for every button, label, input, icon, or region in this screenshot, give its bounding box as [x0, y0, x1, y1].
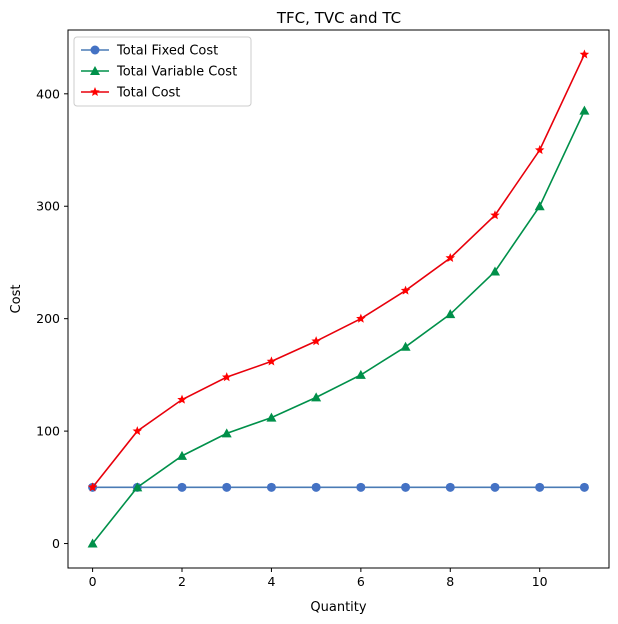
data-point: [266, 482, 276, 492]
y-tick-label: 0: [52, 536, 60, 551]
legend-item: Total Variable Cost: [81, 65, 237, 80]
data-point: [445, 482, 455, 492]
data-point: [311, 392, 322, 402]
data-point: [401, 482, 411, 492]
x-axis-label: Quantity: [310, 600, 366, 615]
data-point: [221, 372, 232, 382]
legend-label: Total Variable Cost: [116, 65, 237, 80]
series-1: [88, 482, 589, 492]
legend-swatch-marker: [90, 87, 100, 97]
y-tick-label: 100: [36, 424, 60, 439]
legend-label: Total Cost: [116, 86, 180, 101]
chart-title: TFC, TVC and TC: [276, 9, 401, 27]
y-tick-label: 300: [36, 199, 60, 214]
data-point: [221, 428, 232, 438]
x-tick-label: 10: [532, 574, 548, 589]
legend-box: [73, 36, 252, 107]
data-point: [266, 412, 277, 422]
data-point: [356, 482, 366, 492]
y-axis-label: Cost: [9, 285, 24, 314]
x-tick-label: 0: [89, 574, 97, 589]
data-point: [535, 482, 545, 492]
data-point: [445, 252, 456, 263]
x-tick-label: 6: [357, 574, 365, 589]
data-point: [445, 309, 456, 319]
data-point: [87, 538, 98, 548]
data-point: [177, 394, 187, 404]
x-tick-label: 4: [267, 574, 275, 589]
data-point: [177, 450, 188, 460]
data-point: [579, 49, 590, 59]
series-line: [91, 54, 586, 488]
x-tick-label: 2: [178, 574, 186, 589]
data-point: [400, 285, 411, 295]
legend-label: Total Fixed Cost: [116, 44, 218, 59]
data-point: [489, 266, 500, 276]
x-tick-label: 8: [446, 574, 454, 589]
legend-item: Total Fixed Cost: [81, 44, 218, 59]
data-point: [132, 426, 143, 436]
legend-item: Total Cost: [81, 86, 180, 101]
data-point: [311, 482, 321, 492]
legend: Total Fixed Cost Total Variable Cost Total…: [73, 36, 252, 107]
data-point: [355, 369, 366, 379]
data-point: [87, 482, 98, 492]
y-tick-label: 400: [36, 86, 60, 101]
series-line: [91, 110, 586, 545]
data-point: [579, 105, 590, 115]
y-tick-label: 200: [36, 311, 60, 326]
data-point: [534, 145, 545, 155]
data-point: [177, 482, 187, 492]
data-point: [490, 482, 500, 492]
data-point: [400, 341, 411, 351]
plot-area: [87, 49, 590, 548]
data-point: [132, 482, 143, 492]
data-point: [356, 313, 366, 323]
series-3: [87, 49, 590, 492]
data-point: [266, 356, 277, 366]
data-point: [490, 210, 500, 220]
data-point: [579, 482, 589, 492]
series-2: [87, 105, 590, 548]
data-point: [534, 201, 545, 211]
legend-swatch-marker: [90, 45, 100, 55]
legend-swatch-marker: [90, 66, 100, 75]
data-point: [222, 482, 232, 492]
data-point: [311, 336, 321, 346]
axes-frame: [67, 29, 610, 569]
